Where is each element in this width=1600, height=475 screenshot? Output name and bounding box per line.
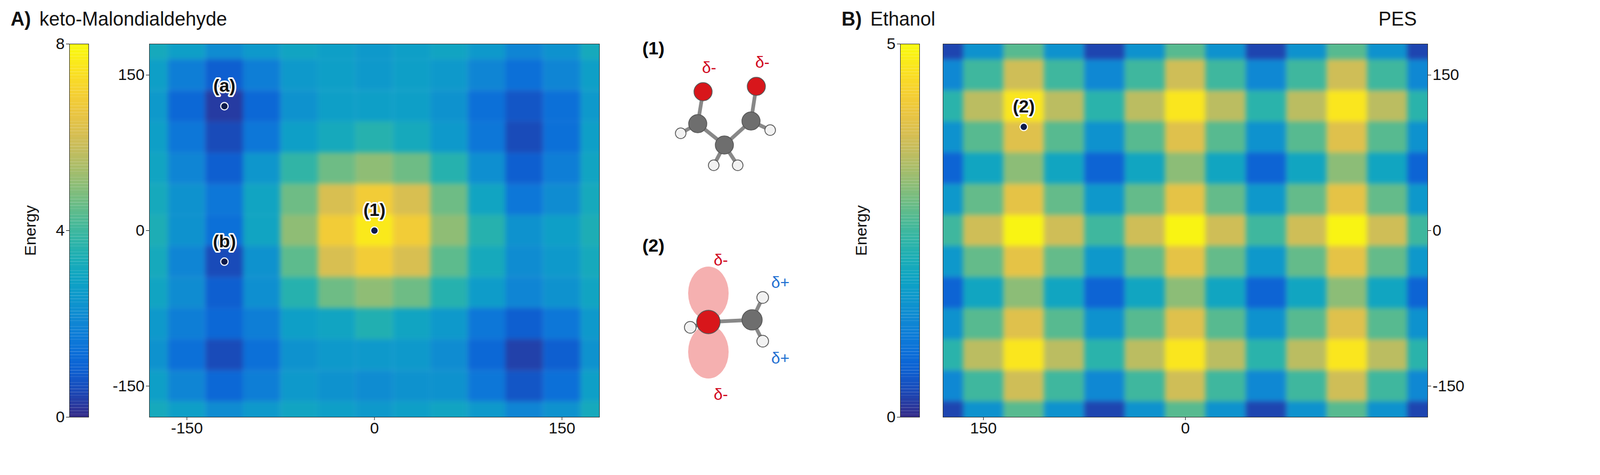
svg-text:5: 5 <box>886 34 896 53</box>
svg-text:150: 150 <box>969 418 997 437</box>
svg-text:(b): (b) <box>213 230 236 251</box>
svg-text:0: 0 <box>1432 221 1442 239</box>
svg-text:Energy: Energy <box>852 205 870 256</box>
svg-text:δ+: δ+ <box>771 273 790 291</box>
svg-text:-150: -150 <box>112 376 145 395</box>
svg-text:0: 0 <box>55 407 65 426</box>
svg-text:8: 8 <box>55 34 65 53</box>
svg-text:0: 0 <box>886 407 896 426</box>
svg-text:(1): (1) <box>363 199 386 220</box>
svg-text:-150: -150 <box>170 418 203 437</box>
html-text:Ethanol: Ethanol <box>870 7 936 30</box>
html-text:PES: PES <box>1378 7 1417 30</box>
svg-text:δ+: δ+ <box>771 348 790 367</box>
svg-text:δ-: δ- <box>713 385 729 403</box>
html-text:A): A) <box>10 7 31 30</box>
svg-text:(a): (a) <box>213 75 236 96</box>
html-text:B): B) <box>841 7 862 30</box>
svg-text:(1): (1) <box>642 37 665 59</box>
svg-text:(2): (2) <box>642 234 665 256</box>
svg-text:Energy: Energy <box>21 205 39 256</box>
svg-text:-150: -150 <box>1432 376 1465 395</box>
svg-text:4: 4 <box>55 221 65 239</box>
svg-text:δ-: δ- <box>701 58 717 77</box>
svg-text:δ-: δ- <box>713 250 729 269</box>
svg-text:150: 150 <box>548 418 576 437</box>
svg-text:150: 150 <box>117 65 145 84</box>
svg-text:δ-: δ- <box>755 53 770 71</box>
svg-text:150: 150 <box>1432 65 1460 84</box>
svg-text:0: 0 <box>370 418 380 437</box>
html-text:keto-Malondialdehyde: keto-Malondialdehyde <box>39 7 228 30</box>
svg-text:0: 0 <box>1180 418 1190 437</box>
svg-text:0: 0 <box>135 221 145 239</box>
svg-text:(2): (2) <box>1012 95 1035 117</box>
